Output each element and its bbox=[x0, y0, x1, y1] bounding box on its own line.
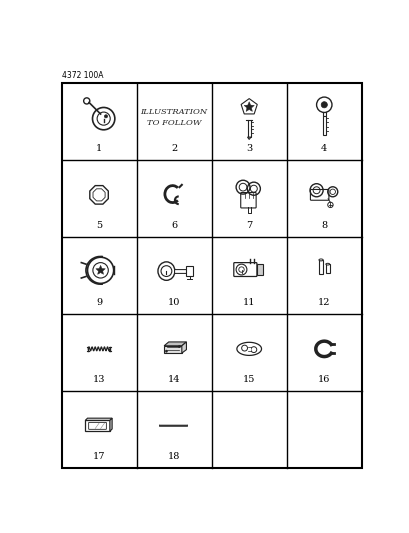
Polygon shape bbox=[93, 189, 105, 201]
Bar bbox=[318, 260, 322, 274]
FancyBboxPatch shape bbox=[233, 263, 256, 277]
Polygon shape bbox=[96, 265, 105, 274]
Text: 7: 7 bbox=[245, 221, 252, 230]
Ellipse shape bbox=[325, 263, 329, 265]
Polygon shape bbox=[90, 185, 108, 204]
Text: 6: 6 bbox=[171, 221, 177, 230]
Text: 11: 11 bbox=[243, 298, 255, 308]
Text: 17: 17 bbox=[92, 453, 105, 461]
Text: 4372 100A: 4372 100A bbox=[61, 71, 103, 80]
Circle shape bbox=[241, 345, 247, 351]
Text: 1: 1 bbox=[96, 144, 102, 154]
Polygon shape bbox=[85, 418, 112, 421]
Polygon shape bbox=[240, 99, 256, 114]
FancyBboxPatch shape bbox=[240, 192, 256, 208]
Text: 5: 5 bbox=[96, 221, 102, 230]
Bar bbox=[322, 116, 325, 135]
Text: 8: 8 bbox=[320, 221, 326, 230]
Polygon shape bbox=[85, 421, 110, 431]
Text: 3: 3 bbox=[245, 144, 252, 154]
Bar bbox=[247, 120, 250, 137]
Polygon shape bbox=[247, 346, 250, 351]
Text: 18: 18 bbox=[168, 453, 180, 461]
Text: 12: 12 bbox=[317, 298, 330, 308]
Polygon shape bbox=[236, 342, 261, 356]
Text: ILLUSTRATION
TO FOLLOW: ILLUSTRATION TO FOLLOW bbox=[140, 108, 207, 127]
Polygon shape bbox=[247, 137, 250, 140]
Polygon shape bbox=[164, 346, 181, 353]
Text: 14: 14 bbox=[167, 375, 180, 384]
Circle shape bbox=[104, 115, 107, 118]
Text: 4: 4 bbox=[320, 144, 327, 154]
Bar bbox=[325, 264, 329, 273]
Text: 16: 16 bbox=[317, 375, 330, 384]
Circle shape bbox=[178, 345, 180, 348]
Bar bbox=[186, 266, 192, 276]
Circle shape bbox=[165, 350, 167, 352]
Polygon shape bbox=[181, 342, 186, 353]
Circle shape bbox=[320, 102, 326, 108]
Polygon shape bbox=[243, 102, 254, 111]
Text: 10: 10 bbox=[168, 298, 180, 308]
Text: 2: 2 bbox=[171, 144, 177, 154]
Ellipse shape bbox=[318, 259, 322, 261]
Bar bbox=[256, 264, 263, 275]
Polygon shape bbox=[159, 425, 187, 426]
Text: 15: 15 bbox=[243, 375, 255, 384]
Polygon shape bbox=[110, 418, 112, 431]
Text: 13: 13 bbox=[92, 375, 105, 384]
Circle shape bbox=[250, 346, 256, 352]
Text: 9: 9 bbox=[96, 298, 102, 308]
Polygon shape bbox=[164, 342, 186, 346]
FancyBboxPatch shape bbox=[88, 422, 106, 429]
Polygon shape bbox=[159, 424, 187, 425]
FancyBboxPatch shape bbox=[310, 189, 328, 200]
